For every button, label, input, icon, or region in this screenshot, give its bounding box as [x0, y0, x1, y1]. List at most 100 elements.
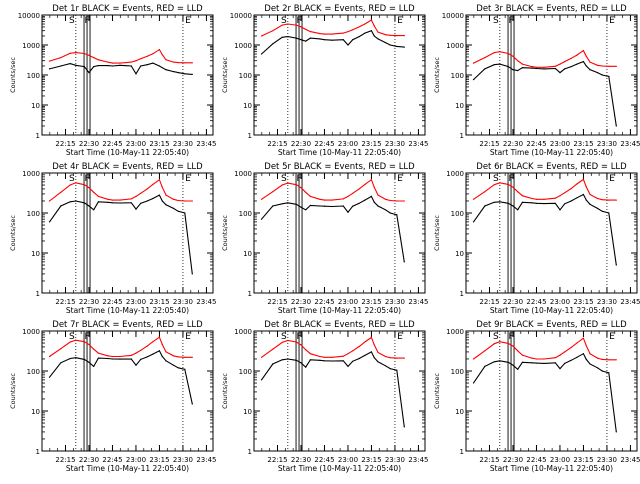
events-point: [111, 202, 114, 204]
x-tick-label: 23:00: [126, 140, 146, 148]
events-point: [69, 357, 71, 360]
lld-point: [323, 356, 326, 358]
events-point: [512, 364, 514, 366]
events-point: [146, 64, 148, 66]
x-tick-label: 23:00: [338, 140, 358, 148]
y-tick-label: 100: [451, 368, 464, 376]
events-point: [135, 208, 137, 210]
marker-label-s: S: [281, 332, 287, 342]
events-point: [596, 207, 599, 209]
lld-point: [352, 192, 354, 194]
lld-point: [191, 356, 193, 358]
lld-point: [596, 64, 599, 66]
events-point: [60, 65, 62, 67]
events-point: [135, 73, 137, 75]
events-point: [161, 67, 163, 69]
events-point: [300, 362, 302, 364]
events-point: [161, 200, 163, 202]
lld-point: [130, 198, 132, 200]
lld-point: [403, 200, 405, 202]
x-tick-label: 23:15: [149, 140, 169, 148]
lld-point: [107, 355, 109, 357]
x-tick-label: 23:00: [550, 140, 570, 148]
y-axis-label: Counts/sec: [9, 57, 17, 93]
lld-point: [493, 52, 495, 54]
events-point: [323, 39, 326, 41]
y-tick-label: 10: [243, 250, 252, 258]
events-point: [119, 202, 121, 204]
lld-point: [531, 357, 533, 359]
marker-label-s: S: [493, 174, 499, 184]
y-tick-label: 1: [248, 290, 252, 298]
lld-point: [499, 51, 501, 53]
panel-det-6: Det 6r BLACK = Events, RED = LLD 1 10 100 10…: [433, 162, 640, 315]
y-tick-label: 10: [455, 250, 464, 258]
events-point: [119, 358, 121, 360]
lld-point: [287, 23, 289, 25]
events-point: [177, 72, 179, 74]
events-point: [493, 361, 495, 363]
events-point: [309, 37, 311, 39]
lld-point: [97, 195, 99, 197]
y-tick-label: 1: [460, 448, 464, 456]
events-point: [472, 221, 475, 223]
events-point: [521, 67, 524, 69]
lld-point: [517, 350, 519, 352]
events-point: [184, 212, 186, 214]
lld-point: [83, 184, 85, 186]
lld-point: [582, 50, 585, 52]
lld-point: [559, 354, 561, 356]
lld-point: [484, 191, 486, 193]
lld-point: [152, 183, 154, 185]
events-point: [272, 43, 274, 45]
events-series-line: [49, 62, 193, 75]
events-point: [582, 61, 585, 63]
marker-label-s: S: [281, 16, 287, 26]
events-point: [135, 364, 137, 366]
lld-point: [161, 54, 163, 56]
y-tick-label: 100: [239, 210, 252, 218]
x-tick-label: 22:30: [79, 140, 99, 148]
lld-point: [295, 341, 297, 343]
events-point: [570, 200, 572, 202]
events-point: [403, 261, 405, 263]
events-point: [295, 203, 297, 205]
lld-point: [177, 356, 179, 358]
lld-point: [358, 345, 360, 348]
x-tick-label: 23:00: [126, 456, 146, 464]
events-point: [472, 382, 475, 384]
lld-point: [608, 199, 610, 201]
marker-label-f: F: [296, 16, 301, 26]
lld-point: [615, 65, 617, 67]
lld-point: [615, 359, 617, 361]
events-point: [396, 214, 398, 216]
x-tick-label: 22:15: [479, 456, 499, 464]
lld-point: [172, 355, 175, 357]
lld-point: [370, 336, 372, 338]
marker-label-f: F: [508, 16, 513, 26]
lld-point: [135, 352, 137, 354]
events-point: [531, 67, 533, 69]
lld-point: [564, 192, 566, 194]
events-point: [88, 72, 90, 74]
events-point: [152, 62, 154, 64]
lld-point: [107, 61, 109, 63]
x-tick-label: 22:30: [503, 456, 523, 464]
events-point: [484, 205, 486, 207]
events-point: [564, 362, 566, 364]
x-tick-label: 23:00: [550, 298, 570, 306]
lld-point: [177, 199, 179, 202]
x-tick-label: 23:45: [620, 456, 640, 464]
x-tick-label: 22:45: [526, 140, 546, 148]
lld-point: [295, 24, 297, 26]
events-point: [319, 359, 321, 361]
marker-label-e: E: [185, 174, 191, 184]
x-axis-label: Start Time (10-May-11 22:05:40): [490, 306, 613, 315]
events-point: [472, 79, 475, 81]
marker-label-e: E: [609, 16, 615, 26]
lld-point: [396, 357, 398, 359]
lld-point: [373, 25, 375, 27]
events-point: [389, 212, 391, 214]
lld-point: [596, 357, 599, 359]
